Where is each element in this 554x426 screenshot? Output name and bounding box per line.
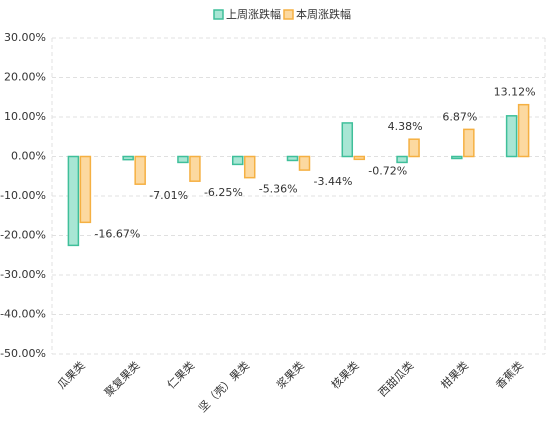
data-label: 4.38% — [388, 120, 423, 133]
data-label: -7.01% — [149, 189, 188, 202]
x-tick-label: 坚（壳）果类 — [195, 358, 252, 415]
bar — [189, 155, 201, 182]
data-label: -16.67% — [94, 227, 140, 240]
x-tick-label: 聚复果类 — [101, 358, 142, 399]
data-label: -5.36% — [259, 183, 298, 196]
bar — [243, 155, 256, 179]
y-tick-label: 0.00% — [11, 150, 46, 163]
legend-label: 上周涨跌幅 — [226, 7, 281, 21]
bar — [286, 155, 299, 162]
y-tick-label: 20.00% — [4, 71, 46, 84]
bar — [505, 115, 518, 158]
x-tick-label: 核果类 — [328, 358, 361, 391]
x-tick-label: 瓜果类 — [54, 358, 87, 391]
data-label: -0.72% — [368, 164, 407, 177]
y-tick-label: 10.00% — [4, 110, 46, 123]
bar — [134, 155, 146, 185]
y-tick-label: -20.00% — [0, 229, 46, 242]
x-tick-label: 西甜瓜类 — [375, 358, 416, 399]
data-label: 13.12% — [494, 86, 536, 99]
legend-swatch — [213, 9, 224, 20]
data-label: -6.25% — [204, 186, 243, 199]
bar — [122, 155, 134, 161]
bar — [298, 155, 311, 171]
data-label: 6.87% — [442, 110, 477, 123]
bar — [463, 128, 475, 158]
y-tick-label: -40.00% — [0, 308, 46, 321]
x-tick-label: 仁果类 — [164, 358, 197, 391]
bar — [353, 155, 366, 161]
x-tick-label: 香蕉类 — [493, 358, 526, 391]
bar — [408, 138, 420, 158]
bar — [231, 155, 244, 166]
legend-label: 本周涨跌幅 — [296, 7, 351, 21]
y-tick-label: -50.00% — [0, 347, 46, 360]
data-label: -3.44% — [314, 175, 353, 188]
legend-swatch — [283, 9, 294, 20]
bar — [67, 155, 80, 247]
y-tick-label: 30.00% — [4, 31, 46, 44]
bar — [517, 103, 530, 158]
x-tick-label: 柑果类 — [438, 358, 471, 391]
bar — [396, 155, 408, 164]
y-tick-label: -30.00% — [0, 268, 46, 281]
bar — [177, 155, 189, 164]
x-tick-label: 浆果类 — [274, 358, 307, 391]
bar — [79, 155, 92, 224]
y-tick-label: -10.00% — [0, 189, 46, 202]
bar — [451, 155, 463, 160]
bar — [341, 122, 354, 158]
